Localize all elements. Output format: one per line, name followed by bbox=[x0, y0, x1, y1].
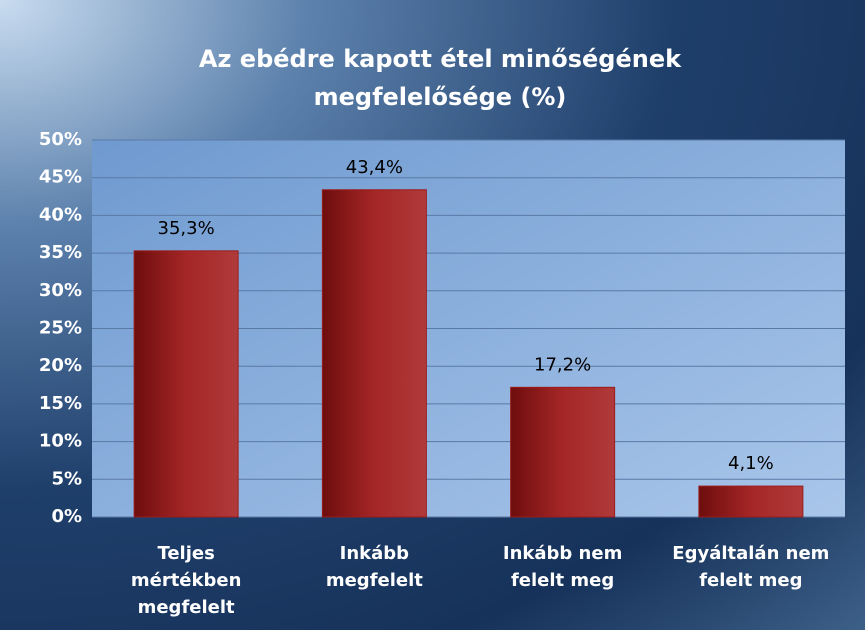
y-tick-label: 50% bbox=[39, 129, 82, 150]
x-tick-label: Egyáltalán nem felelt meg bbox=[672, 543, 830, 591]
bar bbox=[698, 485, 804, 518]
y-tick-label: 40% bbox=[39, 204, 82, 225]
y-tick-label: 30% bbox=[39, 280, 82, 301]
bar bbox=[321, 189, 427, 518]
value-label: 43,4% bbox=[346, 157, 403, 178]
y-tick-label: 0% bbox=[51, 506, 82, 527]
value-label: 17,2% bbox=[534, 354, 591, 375]
value-label: 35,3% bbox=[158, 218, 215, 239]
x-tick-label: Teljes mértékben megfelelt bbox=[130, 543, 242, 618]
bar bbox=[510, 386, 616, 518]
value-label: 4,1% bbox=[728, 453, 774, 474]
y-tick-label: 45% bbox=[39, 167, 82, 188]
y-tick-label: 25% bbox=[39, 318, 82, 339]
y-tick-label: 10% bbox=[39, 431, 82, 452]
x-tick-label: Inkább megfelelt bbox=[325, 543, 423, 591]
chart-title: Az ebédre kapott étel minőségének megfel… bbox=[198, 45, 682, 111]
y-tick-label: 20% bbox=[39, 355, 82, 376]
y-tick-label: 35% bbox=[39, 242, 82, 263]
y-tick-label: 15% bbox=[39, 393, 82, 414]
bar bbox=[133, 250, 239, 518]
y-tick-label: 5% bbox=[51, 468, 82, 489]
x-tick-label: Inkább nem felelt meg bbox=[502, 543, 623, 591]
